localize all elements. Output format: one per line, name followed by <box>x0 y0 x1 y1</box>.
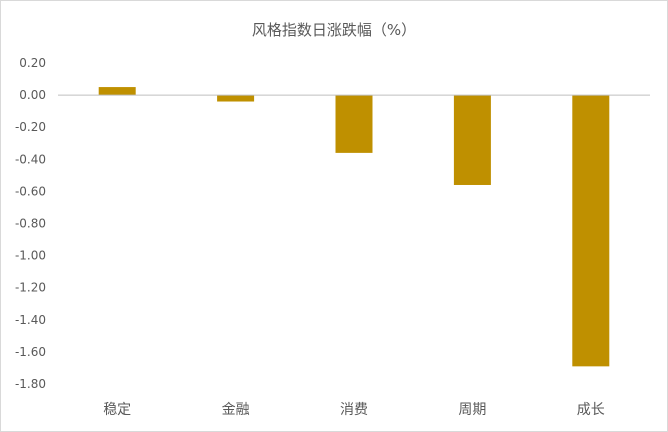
chart-title: 风格指数日涨跌幅（%） <box>251 21 417 39</box>
bar-2 <box>217 95 255 102</box>
y-tick-label: 0.00 <box>19 88 46 102</box>
y-tick-label: -0.60 <box>15 184 46 198</box>
category-label: 成长 <box>577 402 605 418</box>
y-tick-label: -1.60 <box>15 345 46 359</box>
bar-1 <box>98 87 136 96</box>
bar-3 <box>335 95 373 153</box>
y-tick-label: 0.20 <box>19 56 46 70</box>
y-tick-label: -1.20 <box>15 281 46 295</box>
category-label: 消费 <box>340 402 368 418</box>
y-tick-label: -1.00 <box>15 249 46 263</box>
y-tick-label: -1.40 <box>15 313 46 327</box>
category-label: 周期 <box>458 402 486 418</box>
bar-5 <box>572 95 610 367</box>
y-tick-label: -0.40 <box>15 152 46 166</box>
y-tick-label: -0.20 <box>15 120 46 134</box>
y-tick-label: -1.80 <box>15 377 46 391</box>
bar-4 <box>453 95 491 185</box>
category-label: 金融 <box>222 402 250 418</box>
category-label: 稳定 <box>103 402 131 418</box>
y-tick-label: -0.80 <box>15 217 46 231</box>
